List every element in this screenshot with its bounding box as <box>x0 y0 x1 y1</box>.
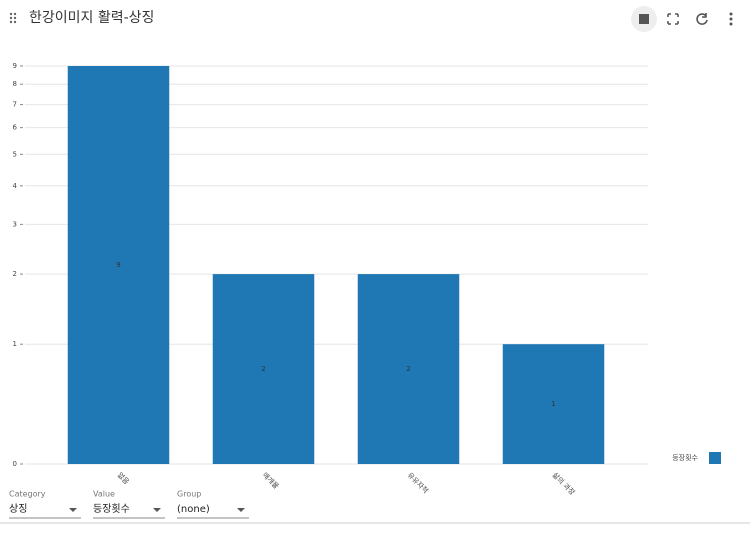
y-tick-label: 9 <box>13 62 17 70</box>
y-tick-label: 1 <box>13 340 17 348</box>
x-tick-label: 삶의 과정 <box>551 470 577 496</box>
bar <box>67 66 170 464</box>
y-tick-label: 5 <box>13 150 17 158</box>
control-label: Value <box>93 490 115 499</box>
control-label: Category <box>9 490 46 499</box>
data-label: 2 <box>261 365 265 373</box>
y-tick-label: 6 <box>13 124 18 132</box>
bar <box>212 274 315 464</box>
y-tick-label: 3 <box>13 220 17 228</box>
data-label: 9 <box>116 261 120 269</box>
y-tick-label: 0 <box>13 460 17 468</box>
x-tick-label: 없음 <box>116 471 131 486</box>
data-label: 1 <box>551 400 555 408</box>
more-button[interactable] <box>729 12 733 26</box>
dropdown-arrow <box>237 508 245 512</box>
legend-label: 등장횟수 <box>672 453 698 462</box>
y-tick-label: 8 <box>13 80 17 88</box>
bar <box>502 344 605 464</box>
x-tick-label: 매개물 <box>261 470 281 490</box>
refresh-button[interactable] <box>696 13 708 25</box>
control-value: 등장횟수 <box>93 503 130 515</box>
control-label: Group <box>177 490 201 499</box>
data-label: 2 <box>406 365 410 373</box>
image-icon <box>639 14 649 24</box>
page-title: 한강이미지 활력-상징 <box>29 10 154 26</box>
control-value: 상징 <box>9 503 27 515</box>
control-value: (none) <box>177 504 210 515</box>
y-tick-label: 7 <box>13 101 17 109</box>
legend-swatch <box>709 452 721 464</box>
y-tick-label: 2 <box>13 270 17 278</box>
y-tick-label: 4 <box>13 182 18 190</box>
dropdown-arrow <box>153 508 161 512</box>
dropdown-arrow <box>69 508 77 512</box>
fullscreen-button[interactable] <box>667 13 679 25</box>
bar <box>357 274 460 464</box>
x-tick-label: 유유자적 <box>406 470 431 495</box>
drag-handle[interactable] <box>9 12 17 24</box>
